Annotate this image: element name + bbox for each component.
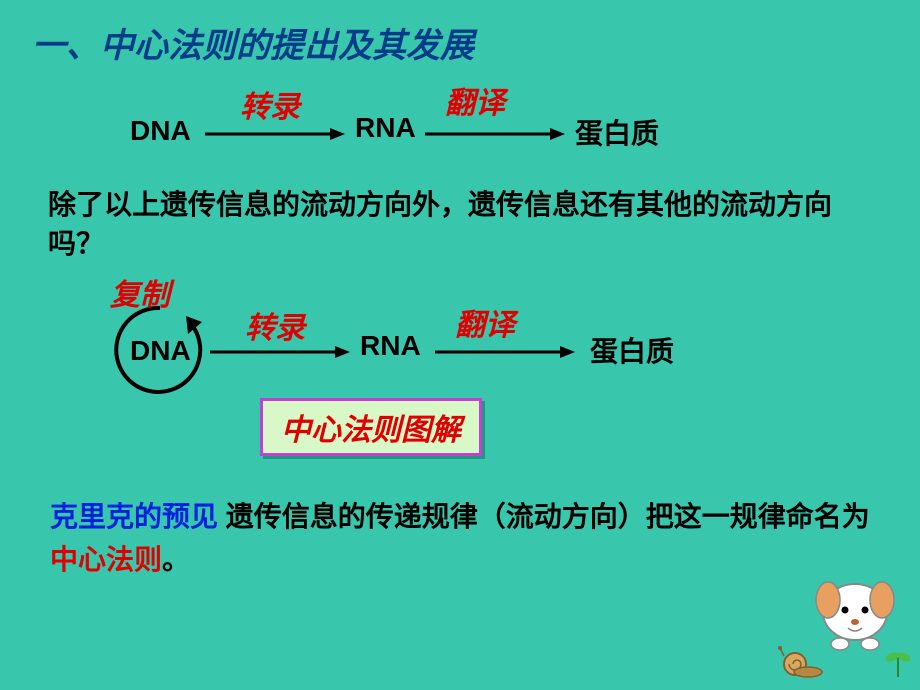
prediction-text: 克里克的预见 遗传信息的传递规律（流动方向）把这一规律命名为中心法则。 <box>50 495 870 582</box>
node-protein: 蛋白质 <box>575 112 659 152</box>
label-transcription-2: 转录 <box>245 303 305 347</box>
crick-prediction: 克里克的预见 <box>50 501 218 532</box>
arrow-translation-2 <box>435 342 575 362</box>
node-protein-2: 蛋白质 <box>590 330 674 370</box>
node-rna: RNA <box>355 112 416 144</box>
node-rna-2: RNA <box>360 330 421 362</box>
cartoon-decoration <box>770 572 910 682</box>
label-replication: 复制 <box>110 270 170 314</box>
node-dna-2: DNA <box>130 335 191 367</box>
question-text: 除了以上遗传信息的流动方向外，遗传信息还有其他的流动方向吗？ <box>48 185 868 263</box>
section-title: 一、中心法则的提出及其发展 <box>32 18 474 67</box>
arrow-transcription <box>205 124 345 144</box>
arrow-translation <box>425 124 565 144</box>
flow-diagram-1: DNA 转录 RNA 翻译 蛋白质 <box>120 90 740 150</box>
label-translation-2: 翻译 <box>455 300 515 344</box>
node-dna: DNA <box>130 115 191 147</box>
central-dogma-box: 中心法则图解 <box>260 398 482 456</box>
predict-body: 遗传信息的传递规律（流动方向）把这一规律命名为 <box>218 501 870 532</box>
predict-end: 。 <box>162 544 190 575</box>
label-translation: 翻译 <box>445 78 505 122</box>
label-transcription: 转录 <box>240 82 300 126</box>
central-dogma-term: 中心法则 <box>50 544 162 575</box>
